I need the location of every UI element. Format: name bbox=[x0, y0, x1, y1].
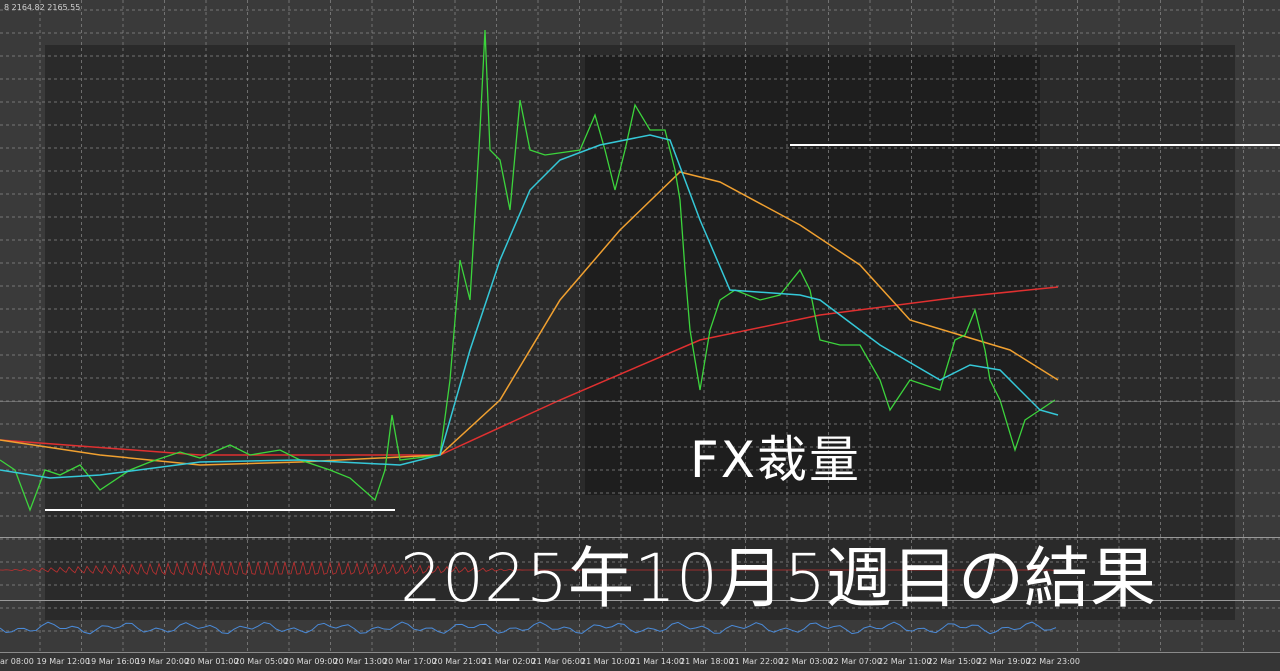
time-tick: 22 Mar 03:00 bbox=[779, 657, 833, 666]
time-tick: 22 Mar 07:00 bbox=[828, 657, 882, 666]
time-tick: 19 Mar 20:00 bbox=[135, 657, 189, 666]
time-tick: ar 08:00 bbox=[0, 657, 34, 666]
time-tick: 20 Mar 01:00 bbox=[185, 657, 239, 666]
price-line bbox=[0, 29, 1056, 512]
separator-line bbox=[0, 537, 1280, 538]
time-tick: 22 Mar 11:00 bbox=[878, 657, 932, 666]
time-tick: 22 Mar 19:00 bbox=[977, 657, 1031, 666]
moving-average-fast bbox=[0, 134, 1059, 479]
time-tick: 20 Mar 17:00 bbox=[383, 657, 437, 666]
time-tick: 19 Mar 12:00 bbox=[36, 657, 90, 666]
indicator-line bbox=[0, 621, 1057, 635]
time-tick: 22 Mar 15:00 bbox=[927, 657, 981, 666]
moving-average-slow bbox=[0, 286, 1059, 456]
decor-line-bottom bbox=[45, 509, 395, 511]
time-tick: 22 Mar 23:00 bbox=[1026, 657, 1080, 666]
time-axis: ar 08:00 19 Mar 12:00 19 Mar 16:00 19 Mar 2… bbox=[0, 652, 1280, 671]
separator-line bbox=[0, 600, 1280, 601]
oscillator-line bbox=[0, 560, 1057, 576]
time-tick: 21 Mar 18:00 bbox=[680, 657, 734, 666]
background-photo-laptop-right bbox=[585, 55, 1040, 495]
time-tick: 21 Mar 06:00 bbox=[531, 657, 585, 666]
time-tick: 21 Mar 14:00 bbox=[630, 657, 684, 666]
time-tick: 21 Mar 10:00 bbox=[581, 657, 635, 666]
moving-average-mid bbox=[0, 171, 1059, 466]
time-tick: 20 Mar 09:00 bbox=[284, 657, 338, 666]
time-tick: 20 Mar 13:00 bbox=[333, 657, 387, 666]
separator-line bbox=[0, 401, 1280, 402]
price-chart bbox=[0, 0, 1280, 652]
time-tick: 20 Mar 05:00 bbox=[234, 657, 288, 666]
decor-line-top bbox=[790, 144, 1280, 146]
title-line-1: FX裁量 bbox=[690, 431, 862, 489]
title-line-2: 2025年10月5週目の結果 bbox=[400, 540, 1156, 617]
time-tick: 19 Mar 16:00 bbox=[86, 657, 140, 666]
time-tick: 20 Mar 21:00 bbox=[432, 657, 486, 666]
time-tick: 21 Mar 02:00 bbox=[482, 657, 536, 666]
time-tick: 21 Mar 22:00 bbox=[729, 657, 783, 666]
quote-readout: 8 2164.82 2165.55 bbox=[4, 3, 81, 12]
